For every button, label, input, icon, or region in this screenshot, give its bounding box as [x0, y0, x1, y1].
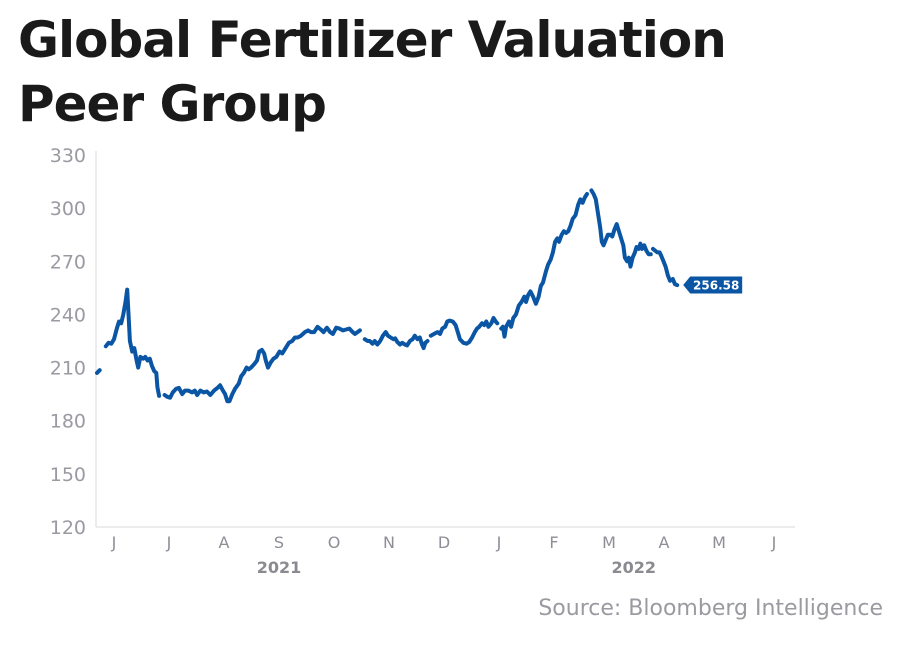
series-line-segment: [95, 368, 102, 375]
x-tick-label: A: [659, 533, 670, 552]
series-line-segment: [362, 330, 396, 347]
series-line-segment: [428, 316, 500, 346]
x-tick-label: M: [602, 533, 616, 552]
source-note: Source: Bloomberg Intelligence: [538, 596, 883, 621]
y-tick-label: 300: [50, 198, 86, 220]
y-tick-label: 240: [50, 304, 86, 326]
chart-title: Global Fertilizer Valuation Peer Group: [18, 8, 727, 136]
series-line-segment: [162, 324, 362, 404]
y-tick-label: 120: [50, 517, 86, 539]
y-axis-ticks: 120 150 180 210 240 270 300 330: [50, 145, 86, 539]
series-line-segment: [393, 333, 430, 351]
x-tick-label: O: [328, 533, 341, 552]
y-tick-label: 150: [50, 464, 86, 486]
x-tick-label: A: [219, 533, 230, 552]
x-tick-label: S: [274, 533, 284, 552]
x-tick-label: D: [438, 533, 450, 552]
x-tick-label: J: [496, 533, 502, 552]
x-year-label: 2022: [611, 558, 656, 577]
x-tick-label: J: [771, 533, 777, 552]
y-tick-label: 210: [50, 358, 86, 380]
chart-title-line-1: Global Fertilizer Valuation: [18, 11, 727, 69]
series-line-segment: [499, 192, 589, 339]
x-tick-label: F: [549, 533, 558, 552]
x-tick-label: N: [383, 533, 395, 552]
chart-title-line-2: Peer Group: [18, 75, 327, 133]
y-tick-label: 180: [50, 411, 86, 433]
x-axis-ticks: J J A S O N D J F M A M J 2021 2022: [111, 533, 777, 577]
axes: [95, 151, 795, 528]
last-value-text: 256.58: [693, 279, 739, 293]
x-year-label: 2021: [257, 558, 302, 577]
y-tick-label: 330: [50, 145, 86, 167]
x-tick-label: M: [712, 533, 726, 552]
series-line-segment: [103, 287, 162, 398]
last-value-label: 256.58: [683, 276, 743, 294]
y-tick-label: 270: [50, 251, 86, 273]
x-tick-label: J: [111, 533, 117, 552]
series-line-segment: [651, 246, 680, 288]
series-lines: [95, 188, 680, 404]
last-value-flag: [683, 276, 743, 294]
x-tick-label: J: [166, 533, 172, 552]
series-line-segment: [589, 188, 653, 269]
